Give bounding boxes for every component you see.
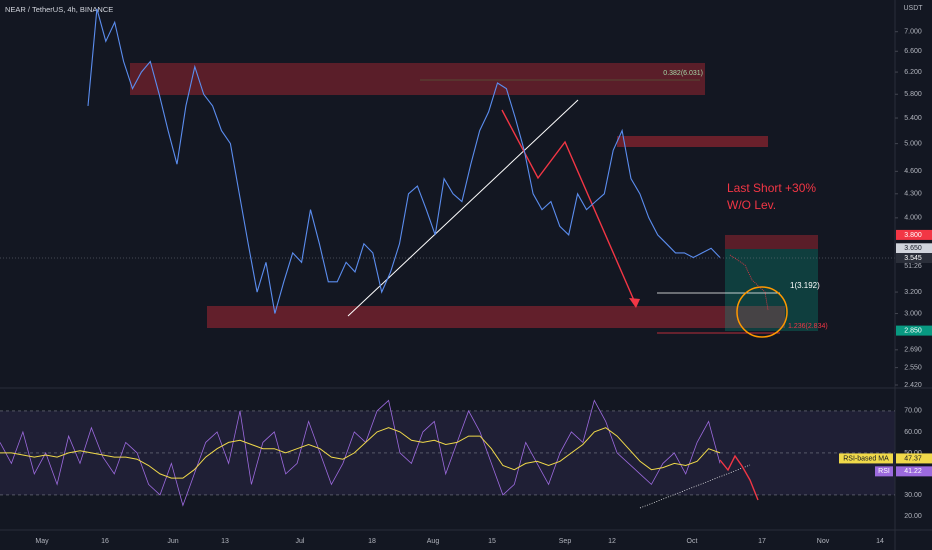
- target-zone: [725, 249, 818, 331]
- y-tick-label: 5.800: [904, 91, 922, 98]
- fib-label: 1(3.192): [790, 281, 820, 290]
- rsi-trend-line: [639, 464, 751, 509]
- price-line: [87, 8, 721, 314]
- time-label: Sep: [559, 538, 572, 545]
- rsi-line: [0, 399, 721, 507]
- y-tick-label: 3.200: [904, 289, 922, 296]
- resistance-zone: [617, 136, 768, 147]
- y-tick-label: 2.690: [904, 347, 922, 354]
- time-label: 15: [488, 538, 496, 545]
- resistance-zone: [130, 63, 705, 95]
- price-badge: [896, 243, 932, 254]
- y-tick-label: 5.400: [904, 115, 922, 122]
- price-badge-label: 2.850: [904, 327, 922, 334]
- time-label: Jun: [167, 538, 178, 545]
- rsi-tick-label: 30.00: [904, 492, 922, 499]
- note: Last Short +30%: [727, 181, 816, 195]
- y-tick-label: 6.200: [904, 69, 922, 76]
- projection-path: [729, 254, 769, 311]
- time-label: Jul: [296, 538, 305, 545]
- rsi-tick-label: 70.00: [904, 408, 922, 415]
- price-badge-label: 3.650: [904, 245, 922, 252]
- stop-zone: [725, 235, 818, 249]
- trend-line: [347, 99, 579, 317]
- rsi-name-badge: [875, 466, 893, 477]
- y-tick-label: 4.600: [904, 168, 922, 175]
- target-circle: [736, 286, 788, 338]
- rsi-tick-label: 20.00: [904, 513, 922, 520]
- rsi-tick-label: 60.00: [904, 429, 922, 436]
- y-tick-label: 5.000: [904, 140, 922, 147]
- y-tick-label: 3.000: [904, 310, 922, 317]
- rsi-badge: [896, 453, 932, 464]
- currency: USDT: [903, 5, 923, 12]
- time-label: Nov: [817, 538, 830, 545]
- price-badge: [896, 253, 932, 264]
- rsi-ma-line: [0, 427, 721, 479]
- rsi-tick-label: 50.00: [904, 450, 922, 457]
- price-badge: [896, 229, 932, 240]
- rsi-name: RSI-based MA: [843, 455, 889, 462]
- rsi-badge-value: 47.37: [904, 455, 922, 462]
- price-badge-label: 3.800: [904, 232, 922, 239]
- rsi-name-badge: [839, 453, 893, 464]
- price-badge-label: 3.545: [904, 255, 922, 262]
- y-tick-label: 4.300: [904, 191, 922, 198]
- y-tick-label: 7.000: [904, 29, 922, 36]
- time-label: 14: [876, 538, 884, 545]
- time-label: Oct: [687, 538, 698, 545]
- symbol-title: NEAR / TetherUS, 4h, BINANCE: [5, 5, 113, 14]
- note: W/O Lev.: [727, 198, 776, 212]
- time-label: 12: [608, 538, 616, 545]
- price-badge: [896, 325, 932, 336]
- time-label: 13: [221, 538, 229, 545]
- rsi-projection: [719, 454, 759, 501]
- rsi-name: RSI: [878, 468, 890, 475]
- time-label: Aug: [427, 538, 440, 545]
- y-tick-label: 2.550: [904, 364, 922, 371]
- time-label: May: [35, 538, 49, 545]
- fib-label: 1.236(2.834): [788, 323, 828, 330]
- time-label: 16: [101, 538, 109, 545]
- countdown: 51:26: [904, 263, 922, 270]
- projection-arrow: [501, 109, 637, 306]
- fib-label: 0.382(6.031): [663, 70, 703, 77]
- rsi-badge: [896, 466, 932, 477]
- time-label: 17: [758, 538, 766, 545]
- y-tick-label: 6.600: [904, 48, 922, 55]
- y-tick-label: 2.420: [904, 382, 922, 389]
- arrow-head: [629, 298, 640, 308]
- rsi-badge-value: 41.22: [904, 468, 922, 475]
- y-tick-label: 4.000: [904, 215, 922, 222]
- support-zone: [207, 306, 785, 328]
- time-label: 18: [368, 538, 376, 545]
